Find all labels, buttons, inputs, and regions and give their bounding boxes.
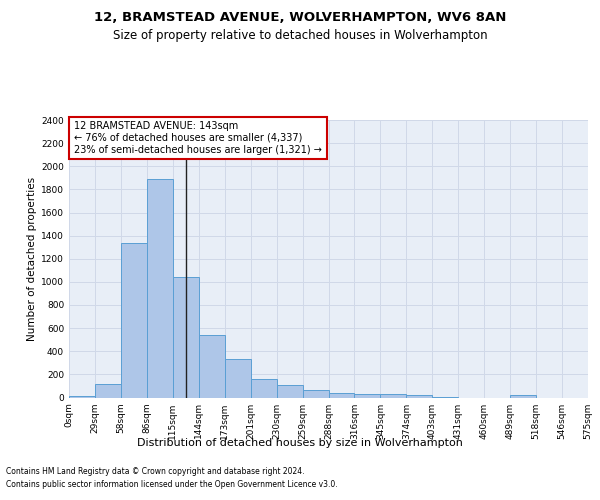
Bar	[225, 359, 251, 398]
Bar	[277, 385, 302, 398]
Bar	[329, 393, 355, 398]
Bar	[510, 395, 536, 398]
Text: Contains public sector information licensed under the Open Government Licence v3: Contains public sector information licen…	[6, 480, 338, 489]
Text: 12, BRAMSTEAD AVENUE, WOLVERHAMPTON, WV6 8AN: 12, BRAMSTEAD AVENUE, WOLVERHAMPTON, WV6…	[94, 11, 506, 24]
Bar	[302, 390, 329, 398]
Bar	[121, 242, 147, 398]
Bar	[355, 394, 380, 398]
Bar	[199, 335, 224, 398]
Bar	[406, 395, 432, 398]
Bar	[95, 384, 121, 398]
Text: Contains HM Land Registry data © Crown copyright and database right 2024.: Contains HM Land Registry data © Crown c…	[6, 468, 305, 476]
Bar	[69, 396, 95, 398]
Text: 12 BRAMSTEAD AVENUE: 143sqm
← 76% of detached houses are smaller (4,337)
23% of : 12 BRAMSTEAD AVENUE: 143sqm ← 76% of det…	[74, 122, 322, 154]
Text: Distribution of detached houses by size in Wolverhampton: Distribution of detached houses by size …	[137, 438, 463, 448]
Text: Size of property relative to detached houses in Wolverhampton: Size of property relative to detached ho…	[113, 29, 487, 42]
Bar	[433, 397, 458, 398]
Bar	[380, 394, 406, 398]
Y-axis label: Number of detached properties: Number of detached properties	[27, 176, 37, 341]
Bar	[147, 179, 173, 398]
Bar	[251, 379, 277, 398]
Bar	[173, 277, 199, 398]
